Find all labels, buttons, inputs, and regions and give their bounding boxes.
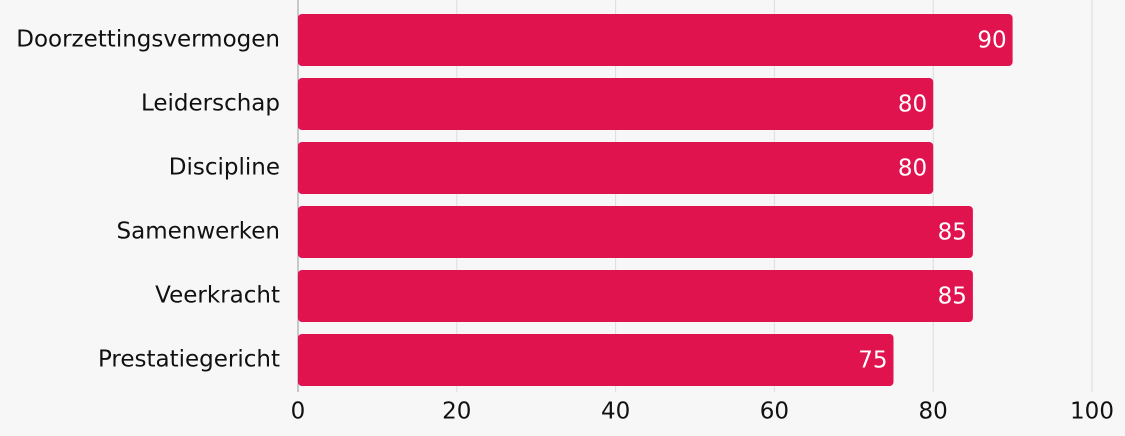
bar [298,206,973,258]
x-tick-label: 60 [760,399,789,425]
bar [298,142,934,194]
y-tick-label: Doorzettingsvermogen [16,27,280,53]
value-label: 80 [898,92,927,118]
bar [298,78,934,130]
value-label: 80 [898,156,927,182]
y-tick-label: Discipline [169,155,280,181]
x-tick-label: 80 [919,399,948,425]
bar [298,14,1013,66]
x-tick-label: 40 [601,399,630,425]
y-tick-label: Samenwerken [117,219,280,245]
value-label: 75 [858,348,887,374]
bar [298,334,894,386]
y-tick-label: Veerkracht [155,283,280,309]
bar [298,270,973,322]
x-tick-label: 100 [1070,399,1114,425]
y-tick-label: Leiderschap [141,91,280,117]
value-label: 85 [938,220,967,246]
y-tick-label: Prestatiegericht [98,347,280,373]
x-tick-label: 0 [291,399,306,425]
value-label: 85 [938,284,967,310]
value-label: 90 [977,28,1006,54]
x-tick-label: 20 [442,399,471,425]
